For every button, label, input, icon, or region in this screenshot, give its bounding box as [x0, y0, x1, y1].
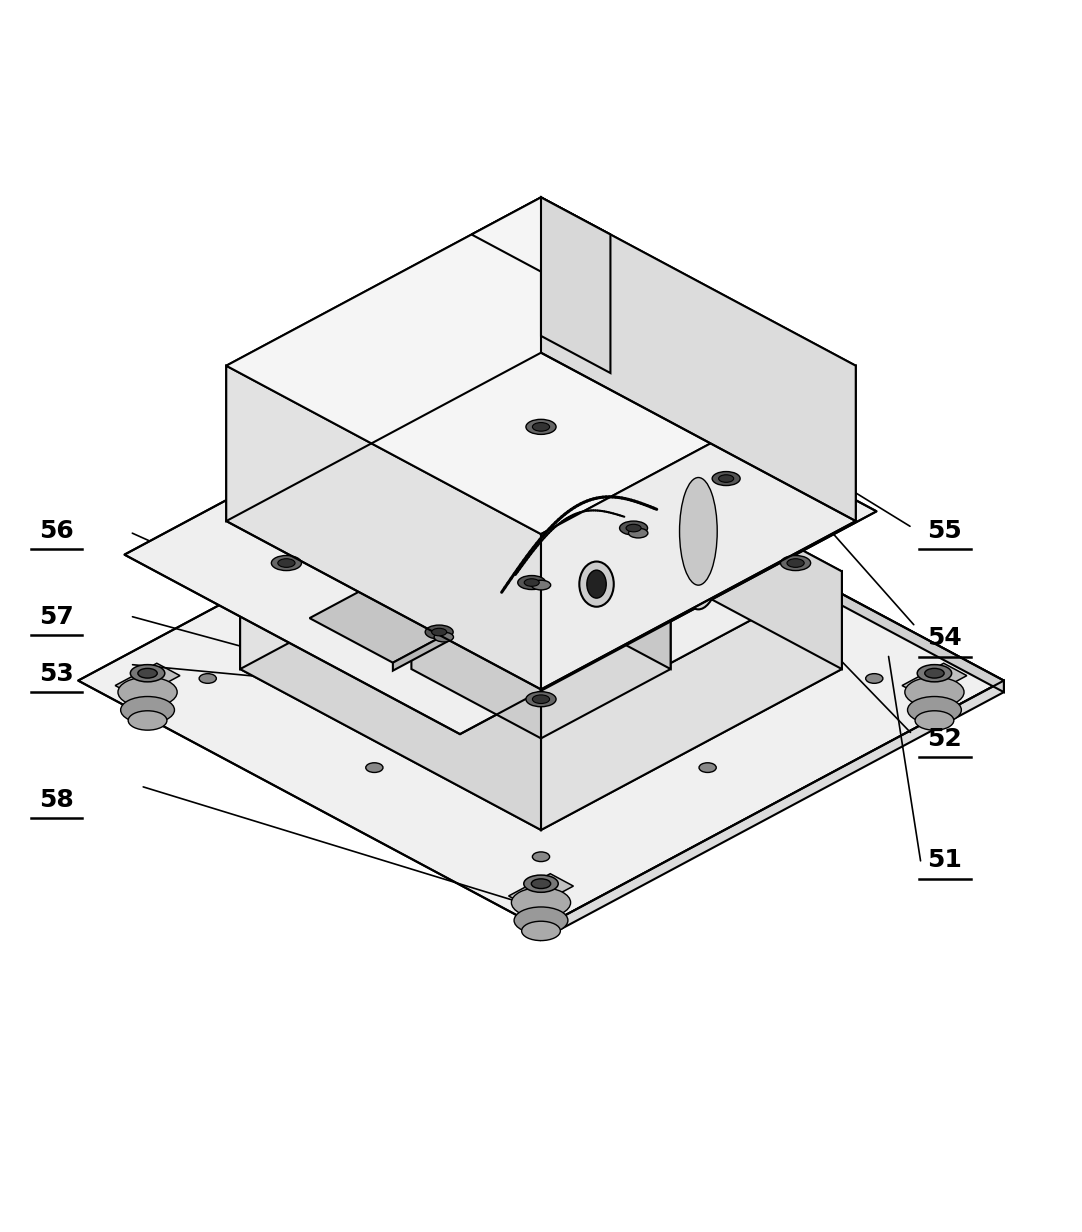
Ellipse shape	[918, 664, 952, 681]
Ellipse shape	[626, 525, 642, 532]
Polygon shape	[541, 410, 842, 669]
Ellipse shape	[522, 500, 560, 520]
Polygon shape	[509, 453, 573, 488]
Ellipse shape	[526, 691, 556, 707]
Ellipse shape	[524, 579, 539, 586]
Ellipse shape	[780, 556, 810, 570]
Ellipse shape	[524, 875, 558, 892]
Text: 56: 56	[39, 519, 74, 543]
Ellipse shape	[118, 678, 177, 707]
Ellipse shape	[514, 907, 568, 934]
Polygon shape	[652, 363, 773, 429]
Ellipse shape	[718, 474, 734, 482]
Ellipse shape	[787, 559, 804, 568]
Polygon shape	[541, 197, 856, 521]
Polygon shape	[240, 572, 541, 830]
Ellipse shape	[272, 556, 302, 570]
Text: 58: 58	[39, 788, 74, 812]
Ellipse shape	[512, 467, 570, 496]
Text: 51: 51	[927, 848, 962, 872]
Polygon shape	[240, 410, 842, 732]
Polygon shape	[78, 432, 1004, 928]
Polygon shape	[314, 362, 437, 429]
Ellipse shape	[137, 669, 157, 678]
Polygon shape	[472, 197, 610, 271]
Ellipse shape	[514, 487, 568, 513]
Ellipse shape	[425, 625, 453, 639]
Polygon shape	[902, 663, 967, 697]
Text: 53: 53	[39, 662, 74, 686]
Polygon shape	[541, 572, 842, 830]
Ellipse shape	[712, 472, 740, 485]
Ellipse shape	[679, 478, 717, 585]
Polygon shape	[652, 537, 744, 625]
Polygon shape	[541, 366, 856, 690]
Polygon shape	[411, 559, 541, 738]
Text: 57: 57	[39, 605, 74, 628]
Text: 52: 52	[927, 727, 962, 750]
Ellipse shape	[620, 521, 647, 535]
Ellipse shape	[532, 423, 550, 431]
Ellipse shape	[434, 632, 453, 642]
Ellipse shape	[699, 584, 716, 594]
Ellipse shape	[915, 711, 954, 731]
Polygon shape	[226, 197, 541, 521]
Ellipse shape	[908, 696, 961, 723]
Polygon shape	[541, 432, 1004, 692]
Ellipse shape	[699, 763, 716, 772]
Polygon shape	[226, 366, 541, 690]
Polygon shape	[240, 508, 842, 830]
Ellipse shape	[366, 584, 383, 594]
Text: 55: 55	[927, 519, 962, 543]
Polygon shape	[689, 415, 773, 468]
Polygon shape	[541, 559, 671, 738]
Polygon shape	[541, 680, 1004, 940]
Ellipse shape	[519, 573, 563, 594]
Ellipse shape	[522, 922, 560, 940]
Ellipse shape	[278, 559, 295, 568]
Ellipse shape	[518, 575, 545, 590]
Ellipse shape	[121, 696, 174, 723]
Ellipse shape	[519, 552, 563, 573]
Ellipse shape	[526, 419, 556, 435]
Ellipse shape	[925, 669, 945, 678]
Ellipse shape	[199, 674, 216, 684]
Ellipse shape	[432, 628, 447, 636]
Polygon shape	[541, 489, 671, 669]
Polygon shape	[583, 500, 675, 588]
Ellipse shape	[524, 455, 558, 472]
Ellipse shape	[531, 878, 551, 888]
Ellipse shape	[629, 529, 648, 538]
Ellipse shape	[866, 674, 883, 684]
Ellipse shape	[905, 678, 964, 707]
Ellipse shape	[366, 763, 383, 772]
Ellipse shape	[566, 527, 609, 548]
Ellipse shape	[532, 695, 550, 703]
Ellipse shape	[532, 495, 550, 505]
Polygon shape	[541, 197, 610, 373]
Ellipse shape	[586, 570, 606, 598]
Polygon shape	[509, 873, 573, 908]
Ellipse shape	[672, 453, 725, 610]
Ellipse shape	[532, 851, 550, 861]
Polygon shape	[309, 415, 773, 663]
Text: 54: 54	[927, 626, 962, 650]
Polygon shape	[226, 197, 856, 535]
Ellipse shape	[566, 548, 609, 569]
Ellipse shape	[531, 580, 551, 590]
Ellipse shape	[130, 664, 164, 681]
Ellipse shape	[579, 562, 613, 606]
Polygon shape	[115, 663, 180, 697]
Ellipse shape	[531, 458, 551, 468]
Ellipse shape	[128, 711, 167, 731]
Polygon shape	[240, 410, 541, 669]
Polygon shape	[124, 331, 876, 734]
Polygon shape	[393, 460, 773, 670]
Ellipse shape	[512, 887, 570, 918]
Polygon shape	[411, 489, 671, 628]
